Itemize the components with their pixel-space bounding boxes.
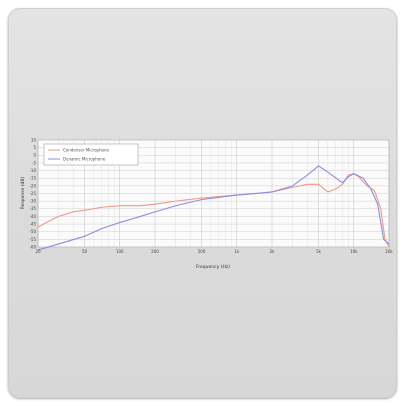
legend: Condenser Microphone Dynamic Microphone [43,143,139,166]
x-tick-label: 2k [270,249,276,254]
x-tick-label: 100 [116,249,124,254]
y-tick-label: -55 [29,237,36,242]
tick-layer: -60-55-50-45-40-35-30-25-20-15-10-505102… [29,137,393,254]
x-tick-label: 10k [350,249,358,254]
y-tick-label: -35 [29,206,36,211]
y-tick-label: -15 [29,176,36,181]
legend-box [43,143,139,166]
y-tick-label: -10 [29,168,36,173]
x-tick-label: 500 [198,249,206,254]
x-tick-label: 200 [151,249,159,254]
series-layer [37,165,390,251]
y-tick-label: -40 [29,214,36,219]
legend-label-dynamic: Dynamic Microphone [63,157,106,162]
x-tick-label: 1k [234,249,240,254]
y-tick-label: -20 [29,183,36,188]
y-axis-label: Response (dB) [20,177,26,210]
x-tick-label: 5k [316,249,322,254]
y-tick-label: -25 [29,191,36,196]
series-line-dynamic [37,165,390,251]
y-tick-label: -5 [32,160,36,165]
y-tick-label: -45 [29,221,36,226]
x-tick-label: 20 [35,249,41,254]
y-tick-label: -30 [29,199,36,204]
y-tick-label: 5 [33,145,36,150]
y-tick-label: 10 [31,137,37,142]
x-tick-label: 50 [82,249,88,254]
legend-label-condenser: Condenser Microphone [63,148,110,153]
y-tick-label: -60 [29,244,36,249]
x-tick-label: 20k [385,249,393,254]
y-tick-label: -50 [29,229,36,234]
y-tick-label: 0 [33,153,36,158]
x-axis-label: Frequency (Hz) [196,264,230,270]
